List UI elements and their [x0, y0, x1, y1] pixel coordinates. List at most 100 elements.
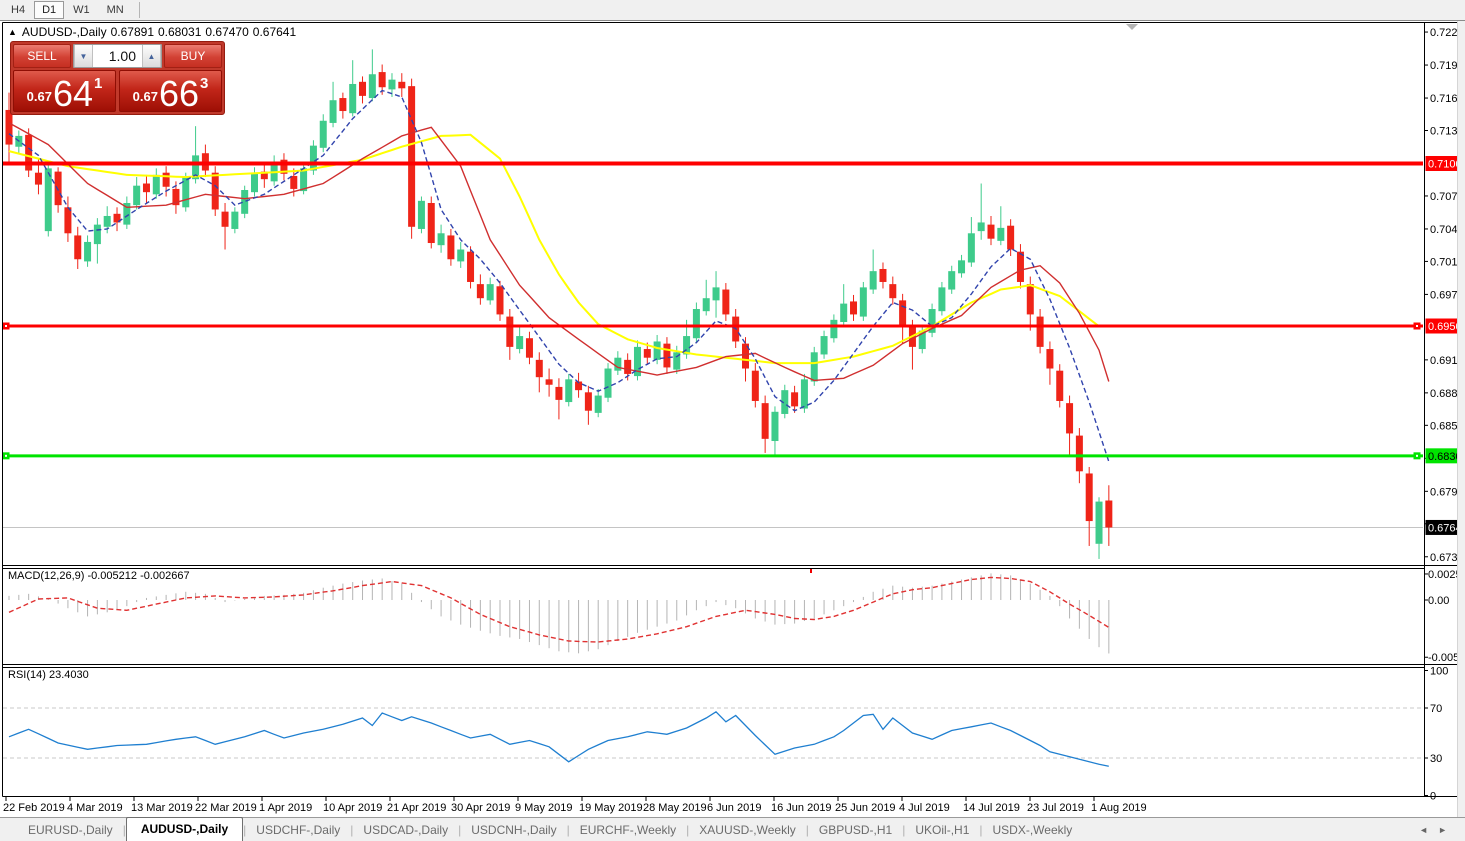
- chart-tab-ukoil-h1[interactable]: UKOil-,H1: [915, 823, 970, 837]
- svg-text:0.71915: 0.71915: [1430, 60, 1465, 72]
- ohlc-low: 0.67470: [205, 25, 249, 39]
- chart-tab-usdcad-daily[interactable]: USDCAD-,Daily: [363, 823, 449, 837]
- chart-tab-eurchf-weekly[interactable]: EURCHF-,Weekly: [579, 823, 677, 837]
- svg-text:28 May 2019: 28 May 2019: [643, 802, 707, 814]
- macd-object-marker: [810, 569, 812, 573]
- macd-indicator-label: MACD(12,26,9) -0.005212 -0.002667: [8, 570, 190, 582]
- collapse-triangle-icon[interactable]: ▲: [8, 27, 17, 37]
- svg-text:30: 30: [1430, 753, 1442, 765]
- svg-text:19 May 2019: 19 May 2019: [579, 802, 643, 814]
- svg-text:9 May 2019: 9 May 2019: [515, 802, 572, 814]
- sell-price-tile[interactable]: 0.67 64 1: [13, 70, 116, 112]
- svg-text:4 Jul 2019: 4 Jul 2019: [899, 802, 950, 814]
- svg-text:4 Mar 2019: 4 Mar 2019: [67, 802, 123, 814]
- chart-tab-xauusd-weekly[interactable]: XAUUSD-,Weekly: [699, 823, 796, 837]
- macd-pane: [8, 569, 1110, 654]
- price-axis: 0.72220 0.71915 0.71610 0.71310 0.70705 0.704…: [1424, 27, 1465, 803]
- svg-text:14 Jul 2019: 14 Jul 2019: [963, 802, 1020, 814]
- svg-text:0.70705: 0.70705: [1430, 191, 1465, 203]
- svg-text:0.68303: 0.68303: [1428, 451, 1465, 463]
- chart-tab-usdchf-daily[interactable]: USDCHF-,Daily: [256, 823, 341, 837]
- svg-text:0.00: 0.00: [1428, 595, 1449, 607]
- chart-tab-gbpusd-h1[interactable]: GBPUSD-,H1: [818, 823, 893, 837]
- buy-button[interactable]: BUY: [164, 44, 222, 68]
- date-axis: 22 Feb 2019 4 Mar 2019 13 Mar 2019 22 Mar 2…: [3, 796, 1147, 814]
- svg-text:0.71005: 0.71005: [1428, 159, 1465, 171]
- rsi-indicator-label: RSI(14) 23.4030: [8, 669, 89, 681]
- ohlc-close: 0.67641: [252, 25, 297, 39]
- tab-divider: |: [566, 823, 570, 837]
- sell-button[interactable]: SELL: [13, 44, 71, 68]
- svg-text:30 Apr 2019: 30 Apr 2019: [451, 802, 510, 814]
- rsi-pane: [3, 707, 1423, 767]
- svg-text:0.69503: 0.69503: [1428, 321, 1465, 333]
- chart-title: ▲ AUDUSD-,Daily 0.67891 0.68031 0.67470 0.676…: [8, 25, 300, 39]
- volume-decrease-icon[interactable]: ▼: [74, 45, 93, 67]
- volume-stepper: ▼ 1.00 ▲: [73, 44, 162, 68]
- price-pane[interactable]: [3, 49, 1424, 559]
- ohlc-high: 0.68031: [158, 25, 202, 39]
- macd-signal-line: [8, 576, 1110, 643]
- window-edge-strip: [1457, 21, 1465, 817]
- ma-slow-yellow-line: [8, 133, 1100, 365]
- timeframe-button-d1[interactable]: D1: [34, 1, 65, 19]
- svg-text:-0.005581: -0.005581: [1428, 652, 1465, 664]
- chart-tab-usdcnh-daily[interactable]: USDCNH-,Daily: [471, 823, 557, 837]
- svg-text:13 Mar 2019: 13 Mar 2019: [131, 802, 193, 814]
- svg-text:0.002538: 0.002538: [1428, 569, 1465, 581]
- volume-increase-icon[interactable]: ▲: [142, 45, 161, 67]
- ma-fast-blue-line: [8, 89, 1110, 462]
- chart-tab-eurusd-daily[interactable]: EURUSD-,Daily: [28, 823, 113, 837]
- tab-divider: |: [902, 823, 906, 837]
- candles: [5, 49, 1113, 559]
- volume-input[interactable]: 1.00: [108, 48, 136, 64]
- chart-tab-audusd-daily[interactable]: AUDUSD-,Daily: [125, 817, 244, 841]
- tab-divider: |: [805, 823, 809, 837]
- tab-divider: |: [686, 823, 690, 837]
- svg-text:0.67641: 0.67641: [1428, 522, 1465, 534]
- svg-text:21 Apr 2019: 21 Apr 2019: [387, 802, 446, 814]
- horizontal-lines[interactable]: [3, 161, 1424, 460]
- tab-divider: |: [350, 823, 354, 837]
- svg-text:1 Aug 2019: 1 Aug 2019: [1091, 802, 1147, 814]
- svg-text:1 Apr 2019: 1 Apr 2019: [259, 802, 312, 814]
- svg-text:6 Jun 2019: 6 Jun 2019: [707, 802, 761, 814]
- svg-text:0.67370: 0.67370: [1430, 552, 1465, 564]
- svg-text:23 Jul 2019: 23 Jul 2019: [1027, 802, 1084, 814]
- tab-divider: |: [243, 823, 247, 837]
- tab-divider: |: [458, 823, 462, 837]
- rsi-line: [8, 710, 1109, 767]
- timeframe-button-w1[interactable]: W1: [73, 4, 90, 16]
- tab-divider: |: [979, 823, 983, 837]
- timeframe-button-mn[interactable]: MN: [106, 4, 124, 16]
- timeframe-toolbar: H4 D1 W1 MN: [0, 0, 1465, 21]
- pane-borders: [2, 22, 1458, 797]
- svg-text:0.71310: 0.71310: [1430, 126, 1465, 138]
- tab-scroll-arrows[interactable]: ◄►: [1419, 825, 1457, 835]
- svg-text:22 Feb 2019: 22 Feb 2019: [3, 802, 65, 814]
- tab-scroll-left-icon[interactable]: ◄: [1419, 825, 1439, 835]
- tab-divider: |: [122, 823, 126, 837]
- sell-price-prefix: 0.67: [26, 89, 52, 104]
- tab-scroll-right-icon[interactable]: ►: [1438, 825, 1457, 835]
- timeframe-button-h4[interactable]: H4: [11, 4, 26, 16]
- ohlc-open: 0.67891: [110, 25, 154, 39]
- svg-text:0.70400: 0.70400: [1430, 224, 1465, 236]
- buy-price-tile[interactable]: 0.67 66 3: [119, 70, 222, 112]
- svg-text:10 Apr 2019: 10 Apr 2019: [323, 802, 382, 814]
- buy-price-pip: 3: [200, 75, 209, 92]
- sell-price-big: 64: [52, 72, 93, 114]
- scroll-shift-marker-icon[interactable]: [1126, 24, 1138, 30]
- svg-text:0.67975: 0.67975: [1430, 486, 1465, 498]
- svg-text:25 Jun 2019: 25 Jun 2019: [835, 802, 896, 814]
- buy-price-prefix: 0.67: [132, 89, 158, 104]
- svg-text:100: 100: [1430, 666, 1448, 678]
- svg-text:0.70100: 0.70100: [1430, 256, 1465, 268]
- chart-tab-usdx-weekly[interactable]: USDX-,Weekly: [992, 823, 1073, 837]
- chart-symbol-period: AUDUSD-,Daily: [21, 25, 107, 39]
- svg-text:70: 70: [1430, 703, 1442, 715]
- svg-text:0.68585: 0.68585: [1430, 420, 1465, 432]
- svg-text:0.69190: 0.69190: [1430, 355, 1465, 367]
- svg-text:0.69795: 0.69795: [1430, 289, 1465, 301]
